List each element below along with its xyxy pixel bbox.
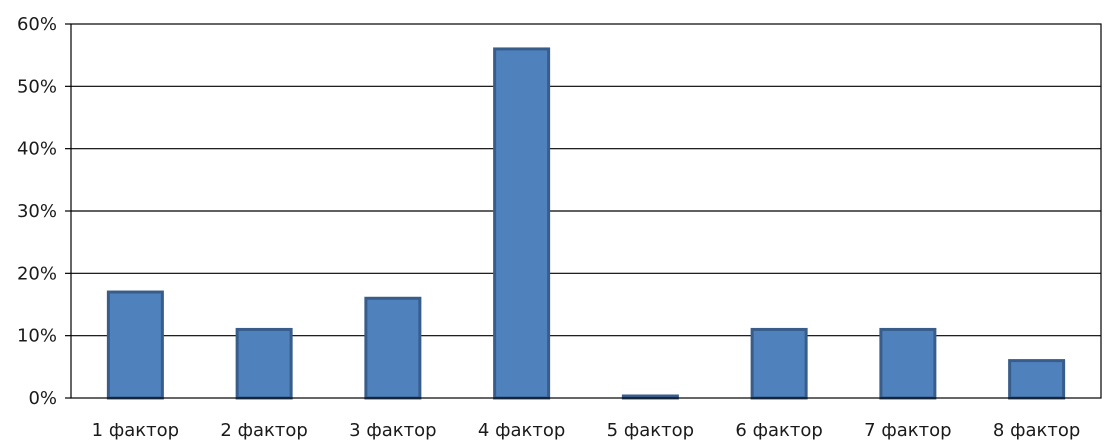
x-tick-label: 1 фактор <box>92 420 179 441</box>
bar-8 <box>1008 359 1066 400</box>
x-axis-tick-labels: 1 фактор 2 фактор 3 фактор 4 фактор 5 фактор… <box>92 420 1081 441</box>
plot-frame <box>65 23 1102 399</box>
x-tick-label: 8 фактор <box>993 420 1080 441</box>
x-tick-label: 3 фактор <box>349 420 436 441</box>
x-tick-label: 6 фактор <box>735 420 822 441</box>
bar-6 <box>750 327 808 400</box>
y-tick-label: 10% <box>17 326 57 347</box>
x-tick-label: 2 фактор <box>220 420 307 441</box>
bar-7 <box>879 327 937 400</box>
y-tick-label: 0% <box>28 388 57 409</box>
y-tick-label: 30% <box>17 201 57 222</box>
bar-3 <box>364 296 422 400</box>
bar-1 <box>106 290 164 400</box>
y-tick-label: 60% <box>17 14 57 35</box>
y-axis-tick-labels: 0% 10% 20% 30% 40% 50% 60% <box>17 14 57 409</box>
y-tick-label: 20% <box>17 263 57 284</box>
bar-2 <box>235 327 293 400</box>
gridlines <box>71 85 1101 337</box>
bars <box>106 47 1066 400</box>
x-tick-label: 5 фактор <box>607 420 694 441</box>
y-tick-label: 40% <box>17 139 57 160</box>
x-tick-label: 4 фактор <box>478 420 565 441</box>
bar-4 <box>493 47 551 400</box>
y-tick-label: 50% <box>17 76 57 97</box>
x-tick-label: 7 фактор <box>864 420 951 441</box>
